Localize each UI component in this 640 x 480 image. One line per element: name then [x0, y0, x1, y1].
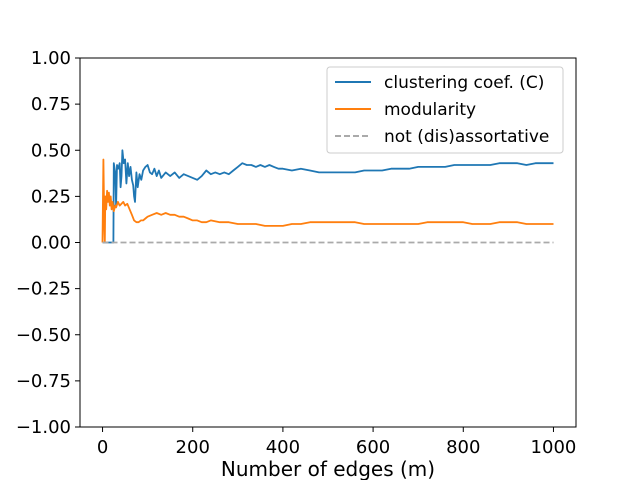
legend-label: clustering coef. (C) [384, 73, 544, 93]
axes-layer: 0 200 400 600 800 1000 1.00 0.75 0.50 0.25 0.00 −0.… [16, 48, 577, 458]
x-tick-label: 800 [446, 437, 480, 458]
y-tick-label: 0.75 [31, 94, 71, 115]
y-tick-label: 0.00 [31, 233, 71, 254]
x-tick-label: 200 [176, 437, 210, 458]
y-tick-label: 0.50 [31, 140, 71, 161]
y-tick-label: −0.50 [16, 325, 71, 346]
legend-box [326, 66, 564, 154]
series-line-2 [101, 158, 554, 244]
x-tick-label: 0 [97, 437, 108, 458]
y-tick-label: −0.25 [16, 279, 71, 300]
x-tick-label: 1000 [531, 437, 577, 458]
legend: clustering coef. (C) modularity not (dis)a… [326, 66, 564, 154]
y-tick-label: −0.75 [16, 371, 71, 392]
x-axis-title: Number of edges (m) [221, 457, 435, 480]
series-line-1 [102, 149, 554, 244]
x-tick-label: 600 [356, 437, 390, 458]
series-layer [101, 149, 554, 244]
y-tick-label: 1.00 [31, 48, 71, 69]
x-tick-label: 400 [266, 437, 300, 458]
legend-label: not (dis)assortative [384, 127, 549, 147]
y-tick-label: −1.00 [16, 417, 71, 438]
y-tick-label: 0.25 [31, 186, 71, 207]
legend-label: modularity [384, 100, 476, 120]
